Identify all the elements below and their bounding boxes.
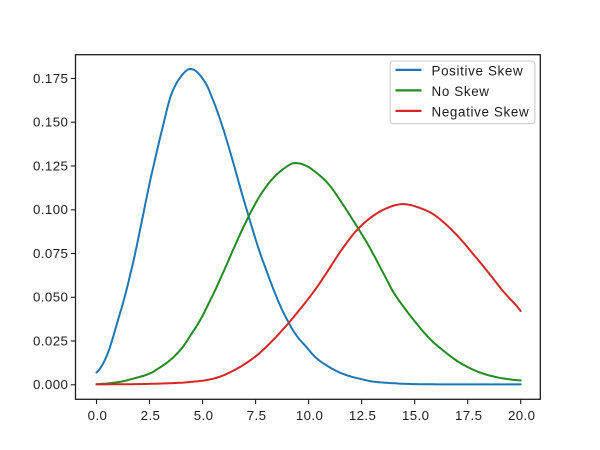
svg-text:0.175: 0.175 — [33, 71, 68, 86]
svg-text:No Skew: No Skew — [432, 84, 490, 99]
svg-text:2.5: 2.5 — [141, 408, 161, 423]
svg-text:0.0: 0.0 — [88, 408, 108, 423]
svg-text:0.000: 0.000 — [33, 377, 68, 392]
svg-text:10.0: 10.0 — [296, 408, 323, 423]
svg-text:0.075: 0.075 — [33, 246, 68, 261]
svg-text:17.5: 17.5 — [455, 408, 482, 423]
svg-text:20.0: 20.0 — [508, 408, 535, 423]
svg-text:12.5: 12.5 — [349, 408, 376, 423]
svg-text:Negative Skew: Negative Skew — [432, 104, 530, 119]
svg-text:5.0: 5.0 — [194, 408, 214, 423]
svg-text:0.025: 0.025 — [33, 333, 68, 348]
svg-text:0.150: 0.150 — [33, 115, 68, 130]
svg-text:0.125: 0.125 — [33, 158, 68, 173]
svg-text:7.5: 7.5 — [247, 408, 267, 423]
svg-text:0.100: 0.100 — [33, 202, 68, 217]
svg-text:0.050: 0.050 — [33, 290, 68, 305]
svg-text:15.0: 15.0 — [402, 408, 429, 423]
svg-text:Positive Skew: Positive Skew — [432, 63, 524, 78]
